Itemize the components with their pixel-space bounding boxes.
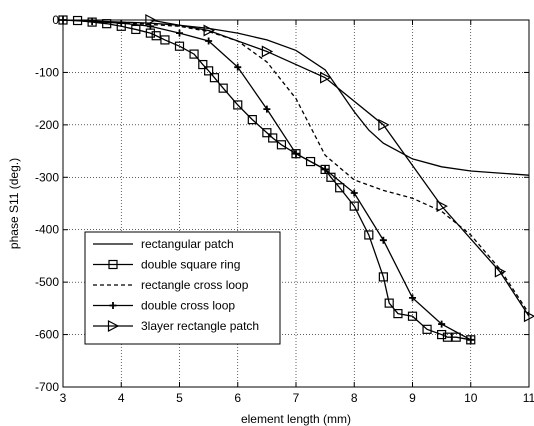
data-point-1 [422, 324, 432, 334]
data-point-1 [189, 49, 199, 59]
legend-marker [107, 320, 120, 332]
data-point-1 [437, 329, 447, 340]
data-point-1 [276, 140, 287, 150]
y-tick-label: -100 [35, 65, 59, 79]
data-point-1 [291, 149, 301, 159]
data-point-1 [364, 230, 374, 240]
data-point-4 [320, 71, 332, 84]
data-point-1 [393, 309, 403, 319]
x-tick-label: 11 [523, 391, 534, 405]
data-point-1 [160, 35, 170, 45]
series-line-4 [150, 19, 530, 317]
y-tick-label: -600 [35, 328, 59, 342]
x-tick-label: 10 [464, 391, 478, 405]
legend-marker [108, 259, 118, 270]
y-tick-label: -400 [35, 223, 59, 237]
y-tick-label: -500 [35, 275, 59, 289]
data-point-1 [174, 41, 185, 51]
series-markers [58, 14, 534, 345]
legend-label: rectangular patch [141, 237, 234, 251]
data-point-3 [146, 22, 154, 30]
data-point-1 [268, 133, 278, 143]
data-point-1 [151, 31, 161, 41]
data-point-1 [335, 183, 345, 193]
data-point-1 [349, 201, 359, 211]
data-point-1 [247, 115, 257, 125]
data-point-4 [436, 200, 448, 213]
x-tick-label: 5 [176, 391, 183, 405]
data-point-3 [234, 63, 242, 71]
data-point-4 [261, 45, 274, 58]
y-tick-label: -700 [35, 380, 59, 394]
x-tick-label: 7 [293, 391, 300, 405]
legend-label: double square ring [141, 258, 240, 272]
series-line-1 [62, 19, 471, 341]
data-point-4 [378, 118, 390, 131]
data-point-1 [442, 332, 453, 342]
data-point-3 [467, 336, 475, 344]
x-tick-label: 9 [409, 391, 416, 405]
legend-label: 3layer rectangle patch [141, 319, 259, 333]
data-point-1 [209, 73, 220, 83]
legend-label: double cross loop [141, 299, 235, 313]
data-point-1 [378, 272, 388, 282]
data-point-3 [176, 29, 183, 37]
x-tick-label: 3 [60, 391, 67, 405]
data-point-3 [409, 294, 416, 302]
legend-label: rectangle cross loop [141, 278, 249, 292]
data-point-1 [198, 59, 208, 70]
data-point-4 [203, 24, 215, 37]
data-point-3 [263, 105, 271, 113]
data-point-1 [72, 15, 83, 26]
data-point-1 [466, 335, 476, 345]
y-tick-label: -200 [35, 118, 59, 132]
data-point-1 [218, 83, 228, 93]
y-tick-label: -300 [35, 170, 59, 184]
data-point-1 [262, 128, 272, 138]
data-point-1 [204, 66, 214, 76]
x-axis-label: element length (mm) [241, 412, 351, 426]
y-tick-label: 0 [52, 13, 59, 27]
data-point-1 [305, 156, 316, 167]
data-point-3 [292, 150, 300, 158]
data-point-3 [88, 18, 96, 26]
y-axis-label: phase S11 (deg.) [7, 158, 21, 249]
data-point-1 [320, 164, 330, 175]
data-point-3 [350, 189, 358, 197]
data-point-1 [233, 100, 243, 110]
data-point-1 [326, 172, 336, 182]
x-tick-label: 8 [351, 391, 358, 405]
data-point-1 [407, 311, 418, 321]
x-tick-label: 4 [118, 391, 125, 405]
legend-marker [109, 302, 117, 309]
data-point-4 [494, 265, 507, 278]
data-point-3 [321, 165, 329, 173]
x-tick-label: 6 [234, 391, 241, 405]
data-point-1 [131, 24, 141, 35]
data-point-1 [384, 298, 394, 308]
legend: rectangular patch double square ring recta… [84, 231, 281, 345]
data-point-3 [379, 236, 387, 244]
data-point-1 [451, 332, 461, 342]
data-point-3 [205, 37, 213, 45]
data-point-3 [438, 320, 446, 328]
axis-ticks: 3 4 5 6 7 8 9 10 11 0 -100 -200 -300 -400 -500 -600 -700 [35, 13, 534, 405]
